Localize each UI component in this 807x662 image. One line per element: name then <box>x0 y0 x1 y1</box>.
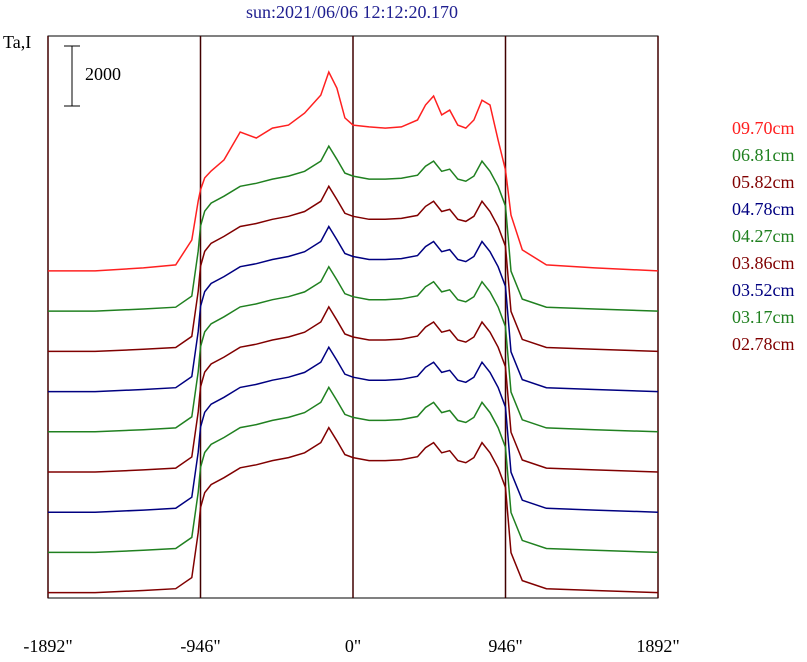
scale-bar-label: 2000 <box>85 64 121 84</box>
series-line <box>48 70 659 272</box>
series-line <box>48 265 659 433</box>
series-line <box>48 305 659 473</box>
chart-title: sun:2021/06/06 12:12:20.170 <box>246 2 458 22</box>
series-line <box>48 426 659 594</box>
legend-entry: 03.17cm <box>732 307 795 327</box>
x-tick-label: 946" <box>488 636 522 656</box>
x-tick-label: -946" <box>180 636 220 656</box>
scale-bar <box>64 45 80 107</box>
x-tick-label: 0" <box>345 636 361 656</box>
series-line <box>48 224 659 393</box>
series-line <box>48 385 659 554</box>
series-line <box>48 144 659 312</box>
legend-entry: 03.86cm <box>732 253 795 273</box>
y-axis-label: Ta,I <box>3 32 31 52</box>
legend-entry: 04.27cm <box>732 226 795 246</box>
legend-entry: 04.78cm <box>732 199 795 219</box>
legend-entry: 03.52cm <box>732 280 795 300</box>
legend-entry: 06.81cm <box>732 145 795 165</box>
legend-entry: 05.82cm <box>732 172 795 192</box>
legend-entry: 02.78cm <box>732 334 795 354</box>
series-line <box>48 184 659 353</box>
series-line <box>48 345 659 513</box>
legend-entry: 09.70cm <box>732 118 795 138</box>
x-tick-label: -1892" <box>23 636 72 656</box>
x-tick-label: 1892" <box>636 636 679 656</box>
